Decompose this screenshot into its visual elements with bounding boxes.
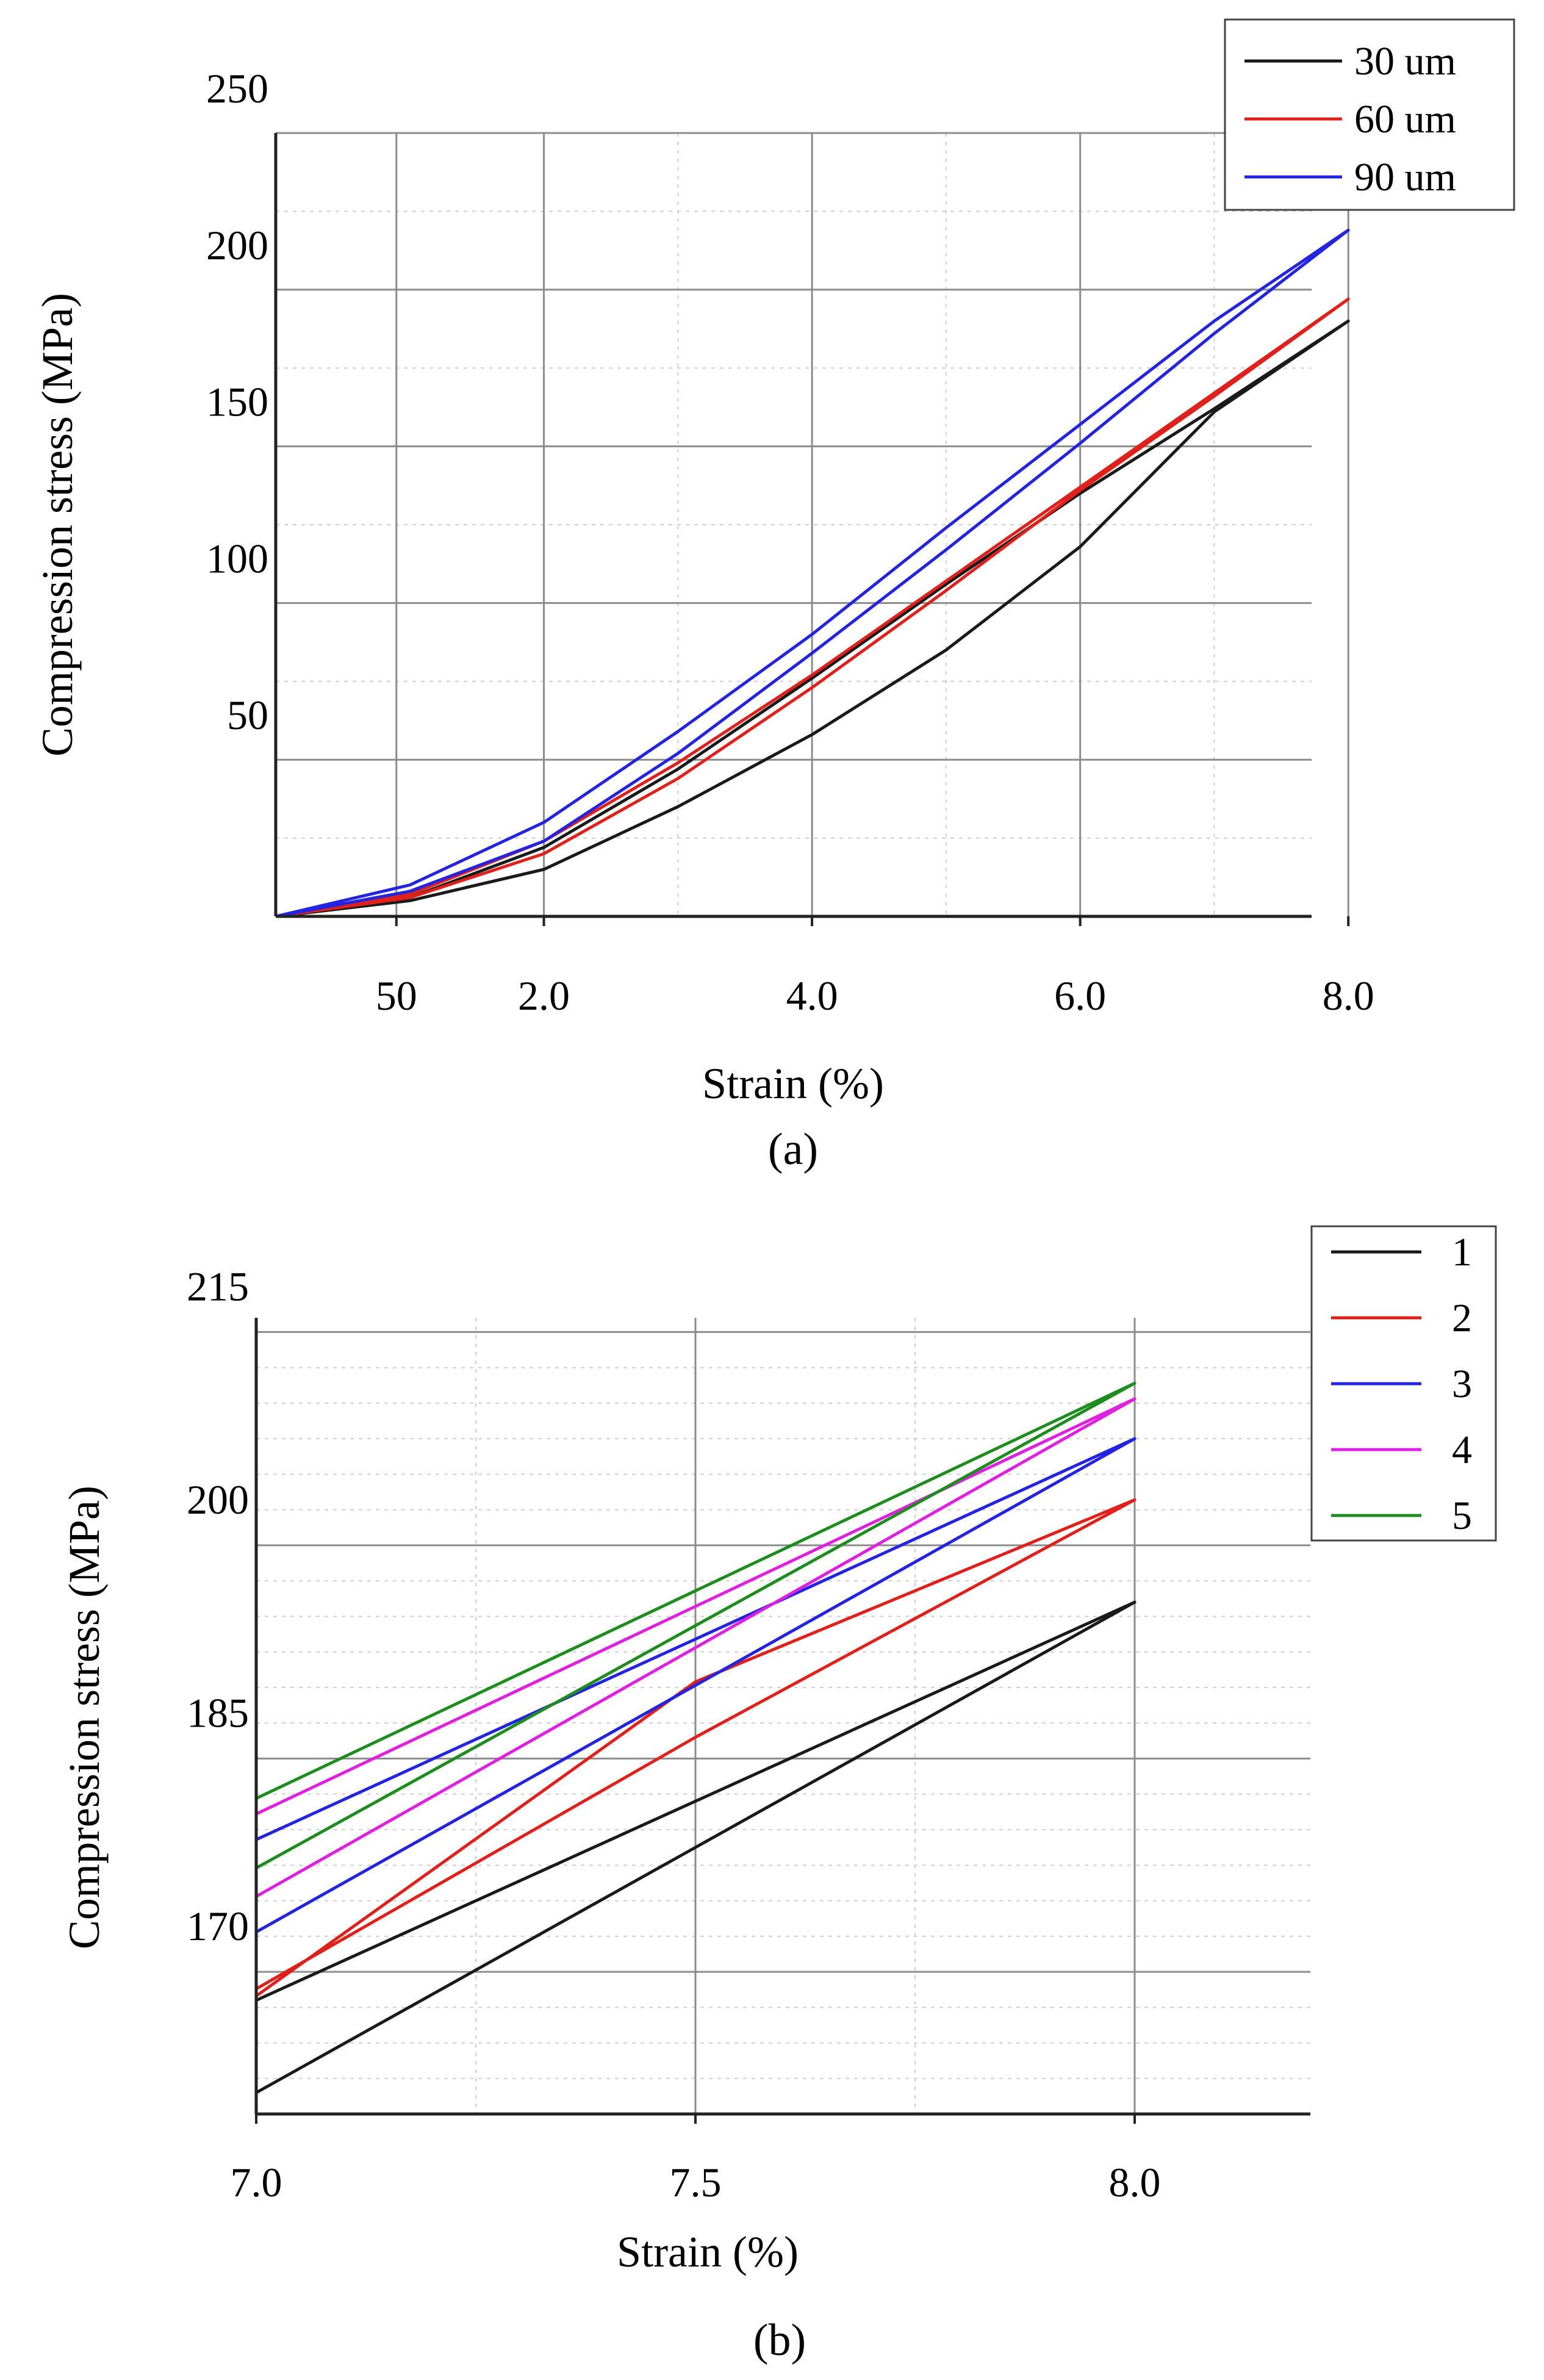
chart-b-x-axis-label: Strain (%) <box>617 2227 799 2276</box>
chart-a-y-ticks: 50 100 150 200 250 <box>206 65 268 738</box>
chart-b-series-line-2 <box>255 1498 1136 1997</box>
chart-a-y-tick-label: 250 <box>206 65 268 112</box>
chart-a: 50 2.0 4.0 6.0 8.0 50 100 150 200 250 Strain (%)… <box>33 18 1515 1174</box>
chart-a-x-tick-label: 2.0 <box>518 972 570 1019</box>
chart-a-series-line-3 <box>275 228 1350 918</box>
chart-b-legend: 1 2 3 4 5 <box>1310 1225 1497 1542</box>
chart-a-y-tick-label: 200 <box>206 222 268 268</box>
chart-a-y-axis-label: Compression stress (MPa) <box>33 293 82 757</box>
chart-a-legend: 30 um 60 um 90 um <box>1224 18 1515 211</box>
chart-b-gridlines <box>255 1318 1310 2114</box>
chart-a-x-tick-label: 50 <box>376 972 417 1019</box>
chart-b-series-line-4 <box>255 1397 1136 1898</box>
chart-a-x-axis-label: Strain (%) <box>702 1059 884 1108</box>
chart-a-y-tick-label: 100 <box>206 535 268 581</box>
chart-b-y-tick-label: 170 <box>187 1903 249 1949</box>
chart-b-legend-items: 1 2 3 4 5 <box>1331 1230 1472 1538</box>
chart-b-legend-label: 1 <box>1452 1230 1472 1274</box>
chart-a-legend-label: 90 um <box>1354 155 1456 200</box>
chart-b-x-tick-label: 8.0 <box>1109 2159 1161 2206</box>
chart-b-y-tick-label: 185 <box>187 1689 249 1736</box>
chart-b-y-tick-label: 215 <box>187 1263 249 1309</box>
chart-b-legend-label: 2 <box>1452 1296 1472 1340</box>
chart-b-series-line-5 <box>255 1381 1136 1869</box>
chart-a-legend-label: 60 um <box>1354 97 1456 142</box>
chart-b-y-tick-label: 200 <box>187 1476 249 1523</box>
chart-b-x-ticks: 7.0 7.5 8.0 <box>231 2114 1161 2206</box>
chart-a-y-tick-label: 50 <box>227 692 268 738</box>
chart-a-x-tick-label: 4.0 <box>786 972 838 1019</box>
chart-a-gridlines <box>276 132 1349 916</box>
chart-a-series-line-2 <box>275 297 1350 918</box>
chart-a-series-line-1 <box>275 319 1350 918</box>
chart-a-x-tick-label: 6.0 <box>1054 972 1106 1019</box>
chart-b-x-tick-label: 7.5 <box>670 2159 722 2206</box>
chart-b-series-line-1 <box>255 1600 1136 2094</box>
chart-b-legend-label: 5 <box>1452 1494 1472 1538</box>
chart-b-legend-label: 4 <box>1452 1428 1472 1472</box>
chart-b-y-axis-label: Compression stress (MPa) <box>60 1486 109 1949</box>
chart-a-x-tick-label: 8.0 <box>1323 972 1374 1019</box>
chart-b-series-group <box>255 1381 1136 2094</box>
chart-a-legend-items: 30 um 60 um 90 um <box>1244 39 1456 200</box>
chart-a-y-tick-label: 150 <box>206 379 268 425</box>
chart-a-series-group <box>275 228 1350 918</box>
chart-a-x-ticks: 50 2.0 4.0 6.0 8.0 <box>376 916 1374 1019</box>
chart-a-panel-label: (a) <box>768 1124 818 1174</box>
chart-b-legend-label: 3 <box>1452 1362 1472 1406</box>
chart-b-y-ticks: 170 185 200 215 <box>187 1263 249 1949</box>
chart-b-x-tick-label: 7.0 <box>231 2159 282 2206</box>
chart-b-panel-label: (b) <box>753 2315 806 2365</box>
chart-a-legend-label: 30 um <box>1354 39 1456 84</box>
